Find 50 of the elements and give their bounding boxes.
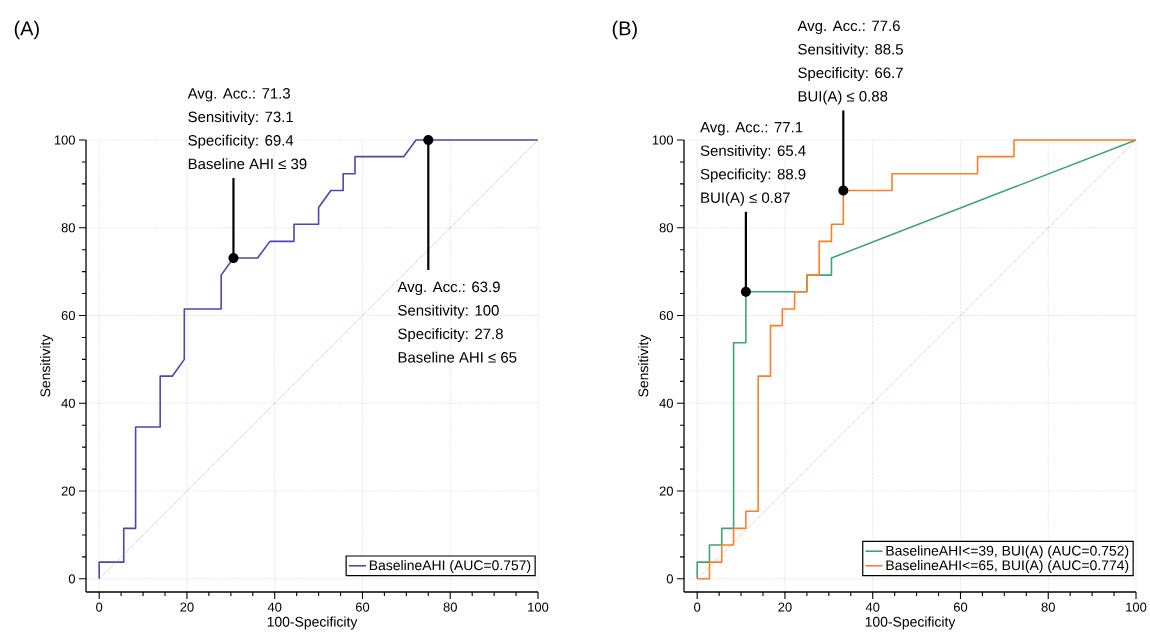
y-tick-label: 80 (659, 223, 673, 233)
text: Avg. Acc.: 71.3 (187, 88, 290, 102)
x-tick-label: 0 (694, 602, 701, 612)
y-tick-label: 100 (54, 135, 75, 145)
x-tick-label: 0 (96, 602, 103, 612)
text: Specificity: 66.7 (798, 67, 903, 82)
x-tick-label: 60 (355, 602, 370, 612)
annotation: Specificity: 88.9 (700, 168, 806, 183)
annotation: BUI(A) ≤ 0.88 (798, 90, 888, 105)
chart-title: (A) (14, 20, 39, 40)
y-tick-label: 0 (68, 574, 75, 584)
annotation: Specificity: 27.8 (398, 328, 503, 343)
x-tick-label: 100 (528, 602, 549, 612)
text: Sensitivity: 88.5 (798, 43, 903, 58)
annotation: Avg. Acc.: 63.9 (397, 281, 500, 296)
y-tick-label: 60 (61, 310, 75, 321)
y-axis-title: Sensitivity (638, 334, 652, 397)
annotation: Sensitivity: 65.4 (700, 144, 806, 159)
annotation: BUI(A) ≤ 0.87 (701, 191, 790, 206)
y-tick-label: 100 (652, 135, 673, 145)
annotation: Specificity: 69.4 (188, 134, 294, 149)
annotation: Baseline AHI ≤ 39 (188, 158, 307, 170)
y-tick-label: 0 (666, 574, 673, 584)
x-axis-title: 100-Specificity (267, 616, 358, 630)
annotation: Baseline AHI ≤ 65 (398, 351, 517, 363)
y-tick-label: 40 (61, 398, 75, 408)
y-tick-label: 20 (659, 486, 673, 496)
legend-label: BaselineAHI<=65, BUI(A) (AUC=0.774) (886, 559, 1129, 573)
x-tick-label: 40 (267, 602, 282, 612)
x-tick-label: 100 (1126, 602, 1147, 612)
x-axis-title: 100-Specificity (865, 616, 956, 630)
y-tick-label: 60 (659, 310, 673, 321)
x-tick-label: 60 (953, 602, 968, 612)
x-tick-label: 20 (180, 602, 194, 612)
legend-label: BaselineAHI<=39, BUI(A) (AUC=0.752) (886, 545, 1129, 559)
chart-title: (B) (612, 20, 637, 40)
line-series (696, 139, 1137, 580)
x-tick-label: 80 (443, 602, 457, 612)
annotation: Sensitivity: 100 (398, 304, 499, 319)
y-tick-label: 40 (659, 398, 673, 408)
x-tick-label: 20 (778, 602, 792, 612)
text: Avg. Acc.: 77.1 (700, 122, 803, 136)
legend-label: BaselineAHI (AUC=0.757) (369, 559, 531, 573)
text: Sensitivity: 73.1 (188, 111, 293, 126)
x-tick-label: 40 (865, 602, 880, 612)
x-tick-label: 80 (1041, 602, 1055, 612)
text: Avg. Acc.: 77.6 (797, 20, 900, 35)
y-tick-label: 80 (61, 223, 75, 233)
y-tick-label: 20 (61, 486, 75, 496)
y-axis-title: Sensitivity (40, 334, 54, 397)
